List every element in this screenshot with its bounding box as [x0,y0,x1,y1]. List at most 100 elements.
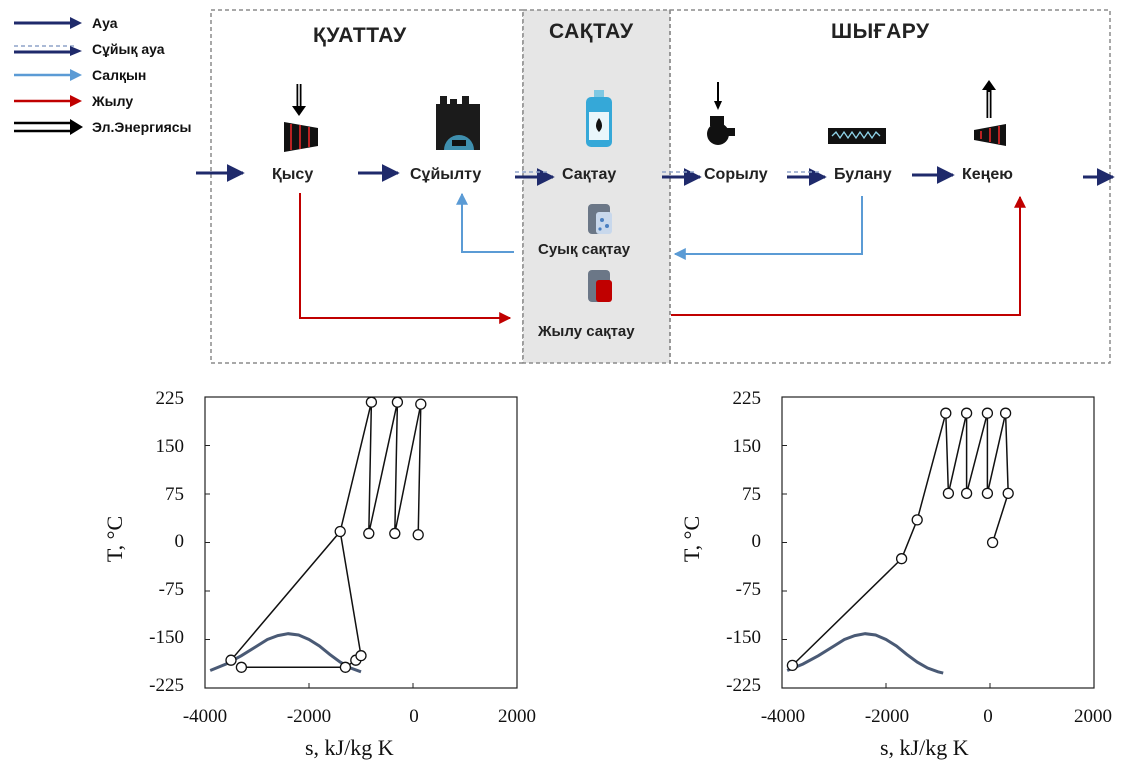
legend-label: Салқын [92,67,147,83]
process-line [791,413,1009,666]
legend-item-heat: Жылу [12,90,212,112]
state-point [786,659,799,672]
electricity-arrow-icon [14,119,83,135]
compression-label: Қысу [272,166,314,183]
heat-to-expander-line [671,195,1026,316]
state-point [911,514,923,526]
y-tick-label: -225 [726,675,761,696]
state-point [412,529,424,541]
cold-arrow-icon [14,69,82,81]
state-point [334,525,346,538]
x-tick-label: -4000 [760,706,806,727]
y-tick-label: 75 [742,484,761,505]
x-axis-title: s, kJ/kg K [880,735,969,760]
y-tick-label: 0 [751,531,762,552]
storage-title: САҚТАУ [549,20,634,43]
legend-item-cold: Салқын [12,64,212,86]
evaporation-label: Булану [834,166,892,183]
state-point [339,661,352,673]
y-tick-label: 225 [732,388,762,409]
compressor-icon [284,84,318,152]
state-point [389,527,401,540]
expander-icon [974,80,1006,146]
heat-store-label: Жылу сақтау [538,323,635,340]
legend-label: Ауа [92,15,118,31]
legend: Ауа Сұйық ауа Салқын Жылу Эл.Энергиясы [12,12,212,152]
heat-arrow-icon [14,95,82,107]
x-tick-label: 0 [983,706,993,727]
plot-frame [781,396,1095,689]
legend-label: Сұйық ауа [92,41,165,57]
saturation-dome-curve [209,632,362,674]
legend-item-air: Ауа [12,12,212,34]
state-point [960,407,973,419]
y-tick-label: -75 [158,579,184,600]
discharging-section-frame [669,9,1111,364]
y-tick-label: -225 [149,675,184,696]
state-point [391,396,404,408]
liquid-air-arrow-icon [14,45,82,56]
y-tick-label: 150 [155,436,185,457]
y-tick-label: 0 [174,531,185,552]
x-tick-label: 2000 [1074,706,1112,727]
saturation-dome-curve [786,632,944,675]
y-axis-title: T, °C [679,515,705,563]
chart-plot-area [204,396,518,689]
heat-store-icon [588,270,612,302]
state-point [1002,487,1014,500]
ts-chart-discharging: 225 150 75 0 -75 -150 -225 -4000 -2000 0… [560,380,1121,767]
state-point [225,654,237,666]
pump-icon [707,82,735,145]
state-point [986,536,999,549]
y-tick-label: -75 [735,579,761,600]
state-point [940,407,952,419]
ts-chart-charging: 225 150 75 0 -75 -150 -225 -4000 -2000 0… [0,380,560,767]
cold-return-line [456,192,514,253]
state-point [942,487,955,500]
y-tick-label: 75 [165,484,184,505]
x-axis-title: s, kJ/kg K [305,735,394,760]
evaporator-icon [828,128,886,144]
legend-label: Эл.Энергиясы [92,119,192,135]
y-tick-label: -150 [149,627,184,648]
charging-title: ҚУАТТАУ [313,24,407,47]
y-tick-label: -150 [726,627,761,648]
process-schematic [196,9,1115,364]
x-tick-label: -4000 [182,706,228,727]
chart-plot-area [781,396,1095,689]
state-point [960,487,973,500]
storage-section-frame [522,9,671,364]
cold-store-icon [588,204,612,234]
x-tick-label: 2000 [498,706,536,727]
cold-store-label: Суық сақтау [538,241,631,258]
state-point [999,407,1012,419]
state-point [981,487,994,500]
liquid-air-tank-icon [586,90,612,147]
legend-item-electricity: Эл.Энергиясы [12,116,212,138]
discharging-title: ШЫҒАРУ [831,20,930,43]
heat-to-store-line [299,193,512,324]
liquefier-icon [436,96,480,150]
x-tick-label: 0 [409,706,419,727]
state-point [355,650,367,662]
storage-label: Сақтау [562,166,617,183]
expansion-label: Кеңею [962,166,1013,183]
state-point [365,396,378,408]
pumping-label: Сорылу [704,166,768,183]
cold-supply-line [673,196,863,260]
legend-item-liquid-air: Сұйық ауа [12,38,212,60]
state-point [415,398,427,410]
state-point [363,527,375,540]
y-tick-label: 225 [155,388,185,409]
air-arrow-icon [14,17,82,29]
state-point [981,407,994,419]
state-point [895,553,908,565]
y-tick-label: 150 [732,436,762,457]
x-tick-label: -2000 [864,706,910,727]
liquefaction-label: Сұйылту [410,166,482,183]
plot-frame [204,396,518,689]
charging-section-frame [210,9,524,364]
y-axis-title: T, °C [102,515,128,563]
x-tick-label: -2000 [286,706,332,727]
state-point [235,661,248,673]
